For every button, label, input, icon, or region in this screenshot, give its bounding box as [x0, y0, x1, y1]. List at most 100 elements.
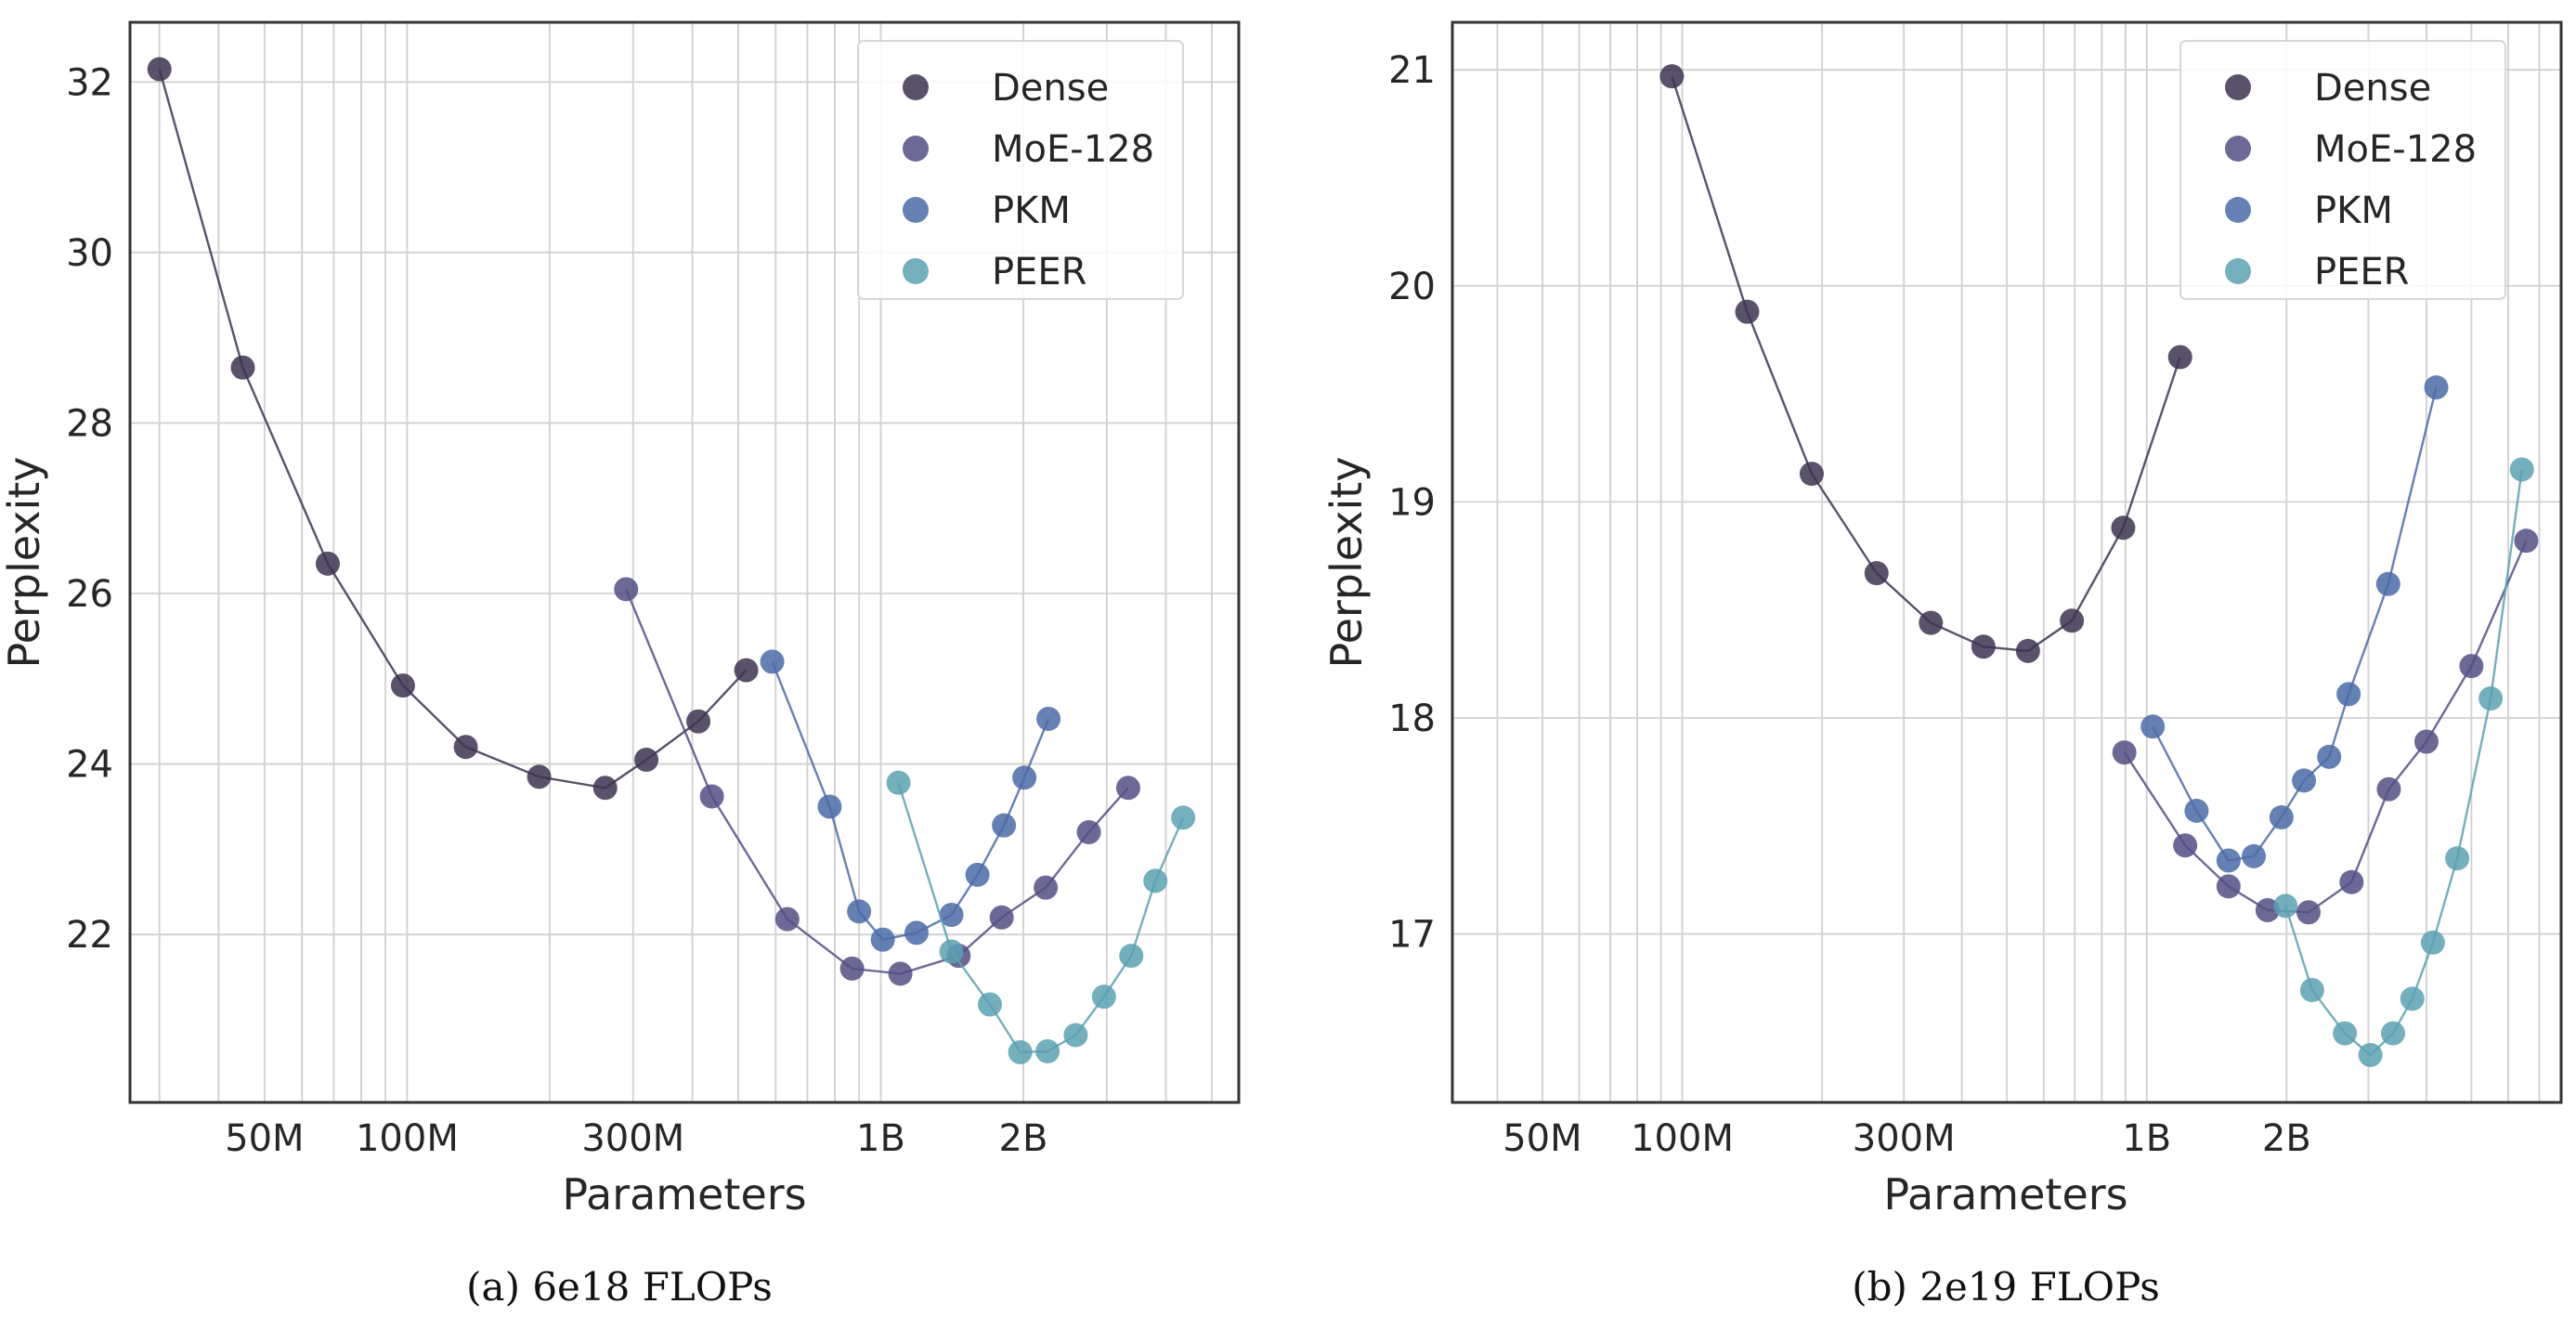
y-tick-label: 20	[1388, 266, 1436, 308]
data-point-dense	[1864, 561, 1889, 586]
data-point-dense	[1799, 462, 1824, 487]
data-point-pkm	[1036, 706, 1061, 731]
data-point-moe-128	[1115, 776, 1140, 801]
data-point-moe-128	[2514, 528, 2539, 554]
data-point-dense	[2111, 515, 2136, 541]
y-axis-title: Perplexity	[1321, 456, 1372, 668]
legend-marker-dense	[903, 74, 929, 100]
data-point-peer	[1035, 1038, 1060, 1063]
data-point-pkm	[817, 794, 842, 819]
data-point-dense	[1659, 64, 1685, 89]
x-tick-label: 100M	[356, 1117, 459, 1160]
legend-label-peer: PEER	[992, 251, 1086, 293]
panel-a: 50M 100M 300M 1B 2B 22 24 26 28 30 32 Parameters Per…	[0, 20, 1241, 1310]
legend-label-dense: Dense	[992, 67, 1109, 110]
data-point-pkm	[2292, 768, 2317, 793]
panel-b: 50M 100M 300M 1B 2B 17 18 19 20 21 Parameters Perpl…	[1321, 20, 2563, 1310]
series-line-moe-128	[625, 588, 1129, 975]
data-point-moe-128	[2339, 869, 2364, 894]
data-point-dense	[453, 735, 478, 760]
panel-caption: (a) 6e18 FLOPs	[466, 1264, 773, 1310]
data-point-moe-128	[2296, 900, 2321, 925]
data-point-moe-128	[614, 577, 639, 602]
legend-box	[857, 40, 1184, 300]
data-point-moe-128	[2112, 740, 2137, 765]
legend-marker-moe-128	[903, 136, 929, 162]
y-tick-label: 22	[66, 914, 113, 957]
data-point-pkm	[2242, 843, 2267, 868]
data-point-dense	[2015, 638, 2040, 663]
data-point-moe-128	[1034, 875, 1059, 900]
data-point-pkm	[2336, 682, 2361, 707]
legend-label-moe-128: MoE-128	[992, 128, 1154, 171]
data-point-moe-128	[699, 784, 724, 809]
data-point-peer	[1063, 1023, 1088, 1048]
data-point-peer	[886, 770, 911, 795]
data-point-pkm	[2140, 714, 2166, 739]
data-point-peer	[1091, 984, 1116, 1010]
x-tick-label: 2B	[999, 1117, 1048, 1160]
data-point-peer	[1008, 1039, 1033, 1064]
data-point-pkm	[2375, 571, 2400, 596]
x-tick-label: 300M	[581, 1117, 684, 1160]
data-point-dense	[147, 57, 172, 82]
legend-label-pkm: PKM	[992, 189, 1071, 232]
legend-label-moe-128: MoE-128	[2314, 128, 2477, 171]
data-point-dense	[2167, 345, 2192, 370]
data-point-peer	[939, 939, 964, 964]
y-tick-label: 30	[66, 232, 113, 275]
legend-box	[2179, 40, 2506, 300]
data-point-dense	[1919, 610, 1944, 635]
data-point-pkm	[1012, 765, 1037, 790]
panel-caption: (b) 2e19 FLOPs	[1852, 1264, 2160, 1310]
x-tick-label: 1B	[2122, 1117, 2171, 1160]
data-point-moe-128	[989, 905, 1014, 930]
legend-marker-moe-128	[2225, 136, 2251, 162]
legend-marker-pkm	[2225, 197, 2251, 223]
data-point-peer	[2420, 930, 2445, 955]
data-point-dense	[686, 709, 711, 734]
series-line-pkm	[771, 660, 1050, 942]
data-point-pkm	[2269, 804, 2294, 829]
legend-marker-peer	[903, 258, 929, 284]
data-point-dense	[315, 551, 340, 576]
y-tick-label: 21	[1388, 49, 1436, 92]
x-tick-label: 2B	[2262, 1117, 2311, 1160]
data-point-moe-128	[2413, 729, 2439, 754]
data-point-dense	[734, 658, 759, 683]
data-point-peer	[2478, 686, 2504, 711]
data-point-moe-128	[2216, 874, 2241, 899]
data-point-peer	[2400, 986, 2425, 1011]
data-point-pkm	[760, 649, 785, 674]
data-point-peer	[978, 992, 1003, 1017]
y-tick-label: 26	[66, 573, 113, 616]
data-point-dense	[2060, 608, 2085, 633]
series-line-pkm	[2152, 386, 2438, 862]
data-point-peer	[2358, 1042, 2383, 1067]
data-point-pkm	[2317, 744, 2342, 769]
legend-marker-dense	[2225, 74, 2251, 100]
data-point-peer	[2380, 1021, 2405, 1046]
series-line-peer	[2284, 469, 2523, 1057]
y-tick-label: 24	[66, 744, 113, 787]
y-tick-label: 19	[1388, 481, 1436, 524]
x-tick-label: 300M	[1853, 1117, 1956, 1160]
data-point-peer	[1171, 805, 1196, 830]
data-point-pkm	[2184, 798, 2209, 823]
data-point-pkm	[2424, 375, 2449, 400]
y-tick-label: 28	[66, 402, 113, 445]
data-point-dense	[390, 673, 415, 698]
series-line-dense	[1671, 75, 2181, 653]
data-point-peer	[1119, 944, 1144, 969]
x-tick-label: 50M	[1503, 1117, 1581, 1160]
data-point-pkm	[847, 899, 872, 924]
data-point-peer	[2273, 893, 2298, 919]
data-point-moe-128	[2459, 654, 2484, 679]
x-tick-label: 50M	[225, 1117, 304, 1160]
data-point-dense	[634, 747, 659, 772]
legend-marker-pkm	[903, 197, 929, 223]
data-point-moe-128	[774, 906, 800, 932]
series-line-peer	[897, 782, 1185, 1054]
legend-label-peer: PEER	[2314, 251, 2409, 293]
